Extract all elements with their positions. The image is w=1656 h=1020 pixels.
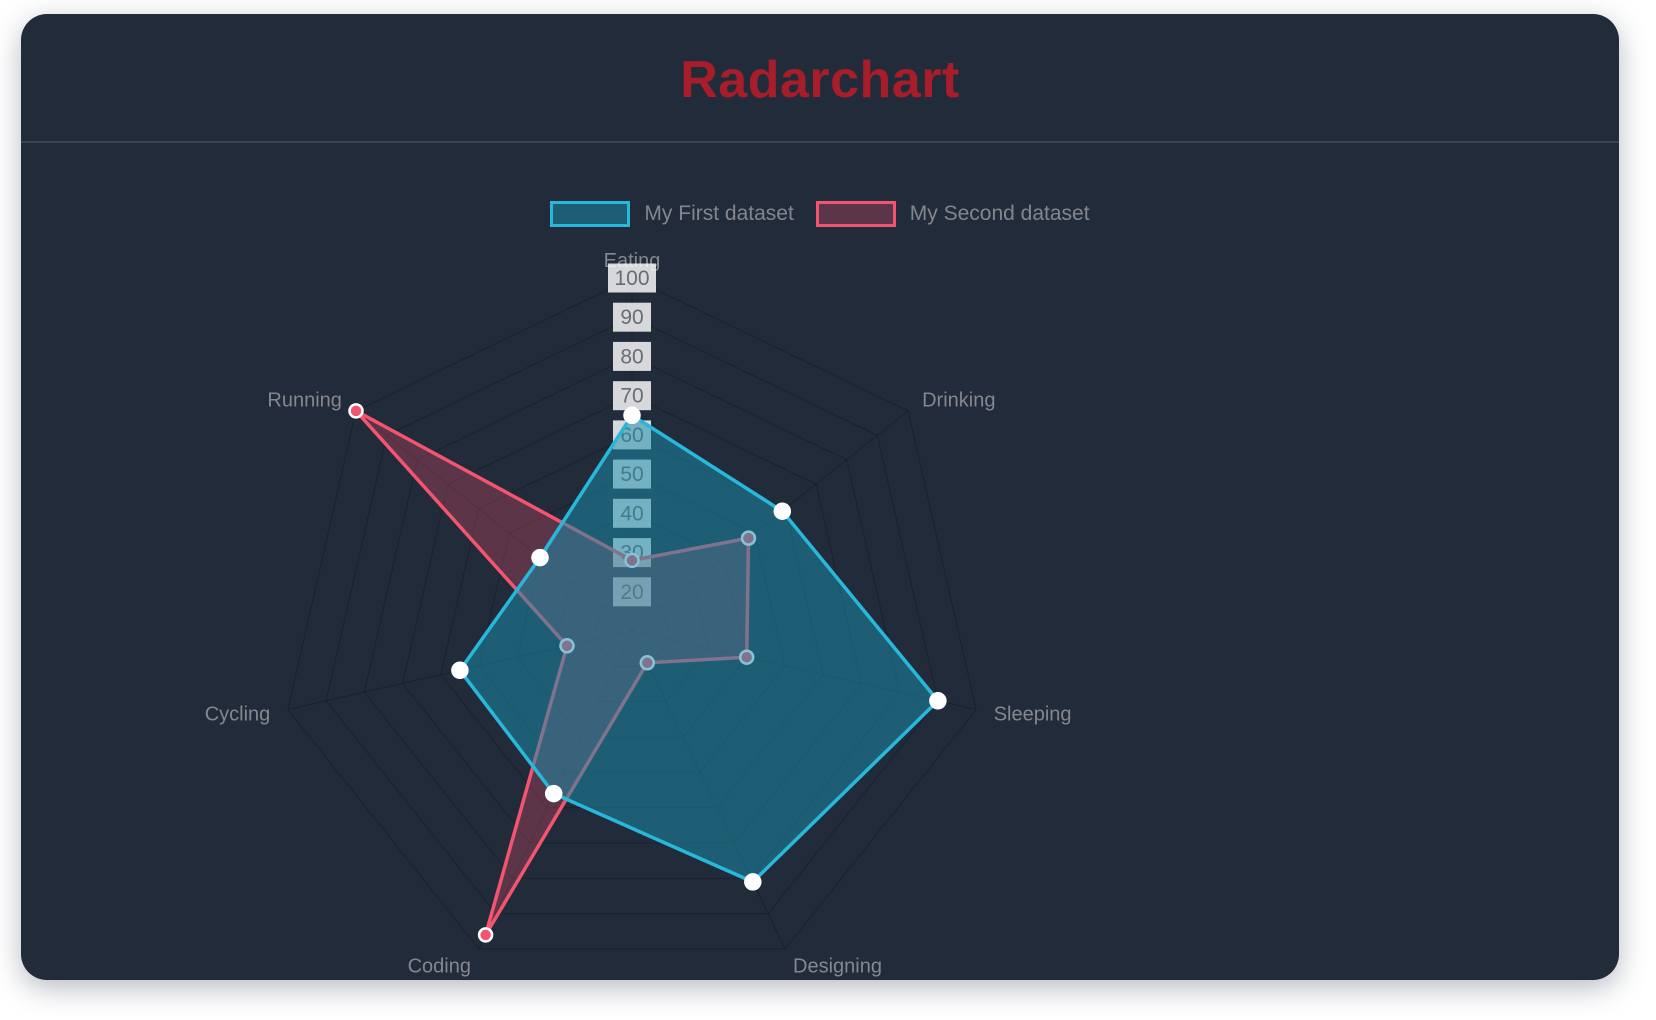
axis-label-sleeping: Sleeping	[994, 704, 1072, 726]
legend-label-first-dataset: My First dataset	[644, 202, 794, 225]
tick-backdrop-100	[608, 263, 656, 293]
dataset-1-point-coding[interactable]	[477, 927, 494, 943]
tick-label-80: 80	[620, 345, 643, 368]
tick-label-100: 100	[614, 267, 649, 290]
axis-label-drinking: Drinking	[922, 390, 995, 412]
legend-swatch-first-dataset	[550, 201, 631, 227]
tick-label-70: 70	[620, 385, 643, 408]
dataset-0-point-designing[interactable]	[744, 873, 762, 891]
grid-ring-90	[325, 316, 939, 915]
chart-legend: My First dataset My Second dataset	[21, 201, 1619, 227]
legend-swatch-second-dataset	[815, 201, 896, 227]
dataset-0-point-running[interactable]	[531, 548, 549, 567]
legend-label-second-dataset: My Second dataset	[909, 202, 1090, 225]
dataset-0-point-coding[interactable]	[544, 784, 563, 803]
tick-backdrop-90	[613, 302, 651, 332]
dataset-0-point-sleeping[interactable]	[929, 692, 947, 710]
grid-ring-80	[363, 355, 901, 879]
grid-ring-70	[402, 395, 862, 844]
grid-ring-100	[287, 277, 977, 950]
dataset-1-point-running[interactable]	[348, 403, 364, 419]
axis-label-cycling: Cycling	[205, 704, 271, 726]
dataset-0-point-drinking[interactable]	[773, 502, 792, 520]
legend-item-second-dataset[interactable]: My Second dataset	[815, 201, 1090, 227]
legend-item-first-dataset[interactable]: My First dataset	[550, 201, 794, 227]
axis-label-designing: Designing	[793, 955, 882, 977]
dataset-0-point-eating[interactable]	[623, 406, 641, 425]
dataset-0-line	[457, 412, 941, 884]
page-title: Radarchart	[680, 51, 960, 109]
tick-label-90: 90	[620, 306, 643, 329]
tick-backdrop-70	[613, 381, 651, 411]
radar-chart-svg[interactable]: EatingDrinkingSleepingDesigningCodingCyc…	[21, 142, 1619, 980]
header-divider	[21, 141, 1619, 143]
axis-label-coding: Coding	[408, 955, 471, 977]
dataset-0-fill	[459, 415, 938, 882]
axis-label-running: Running	[267, 390, 342, 412]
radar-card: Radarchart Eating Drinking Sleeping Designi…	[21, 14, 1619, 980]
chart-area: Eating Drinking Sleeping Designing Coding Cyc…	[21, 142, 1619, 980]
dataset-0-point-cycling[interactable]	[451, 661, 469, 680]
dataset-0	[451, 406, 947, 891]
tick-backdrop-80	[613, 341, 651, 371]
